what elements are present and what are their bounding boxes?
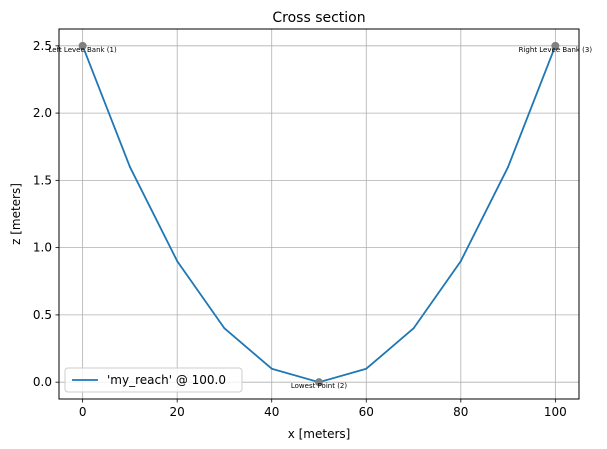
annotated-point-marker — [315, 378, 323, 387]
series-point — [459, 260, 462, 262]
y-tick-label: 0.0 — [33, 375, 52, 389]
plot-frame — [58, 28, 580, 400]
series-point — [223, 327, 226, 330]
y-axis-ticks: 0.0 0.5 1.0 1.5 2.0 2.5 — [33, 39, 59, 389]
point-annotation: Right Levee Bank (3) — [519, 46, 593, 54]
series-point — [507, 166, 509, 168]
chart-title: Cross section — [272, 10, 365, 26]
x-tick-label: 100 — [544, 405, 567, 419]
y-tick-label: 0.5 — [33, 308, 52, 322]
x-tick-label: 80 — [453, 405, 468, 419]
y-tick-label: 2.5 — [33, 39, 52, 53]
x-tick-label: 60 — [359, 405, 374, 419]
x-tick-label: 40 — [264, 405, 279, 419]
y-tick-label: 1.5 — [33, 173, 52, 187]
series-point — [129, 166, 131, 168]
y-axis-label: z [meters] — [9, 183, 23, 245]
legend-box — [64, 367, 243, 393]
x-axis-ticks: 0 20 40 60 80 100 — [79, 399, 567, 419]
legend: 'my_reach' @ 100.0 — [64, 367, 243, 393]
annotated-point-marker — [551, 41, 560, 50]
series-point — [176, 260, 179, 262]
series-point — [365, 367, 368, 370]
x-axis-label: x [meters] — [288, 427, 351, 441]
point-annotation: Lowest Point (2) — [291, 382, 347, 390]
annotated-points: Left Levee Bank (1) Lowest Point (2) Right… — [49, 41, 593, 390]
y-tick-label: 1.0 — [33, 241, 52, 255]
series-point — [412, 327, 415, 330]
annotated-point-marker — [78, 41, 87, 50]
point-annotation: Left Levee Bank (1) — [49, 46, 117, 54]
legend-label: 'my_reach' @ 100.0 — [107, 373, 226, 387]
x-tick-label: 20 — [170, 405, 185, 419]
series-point — [270, 367, 273, 370]
grid — [59, 29, 579, 399]
y-tick-label: 2.0 — [33, 106, 52, 120]
x-tick-label: 0 — [79, 405, 87, 419]
